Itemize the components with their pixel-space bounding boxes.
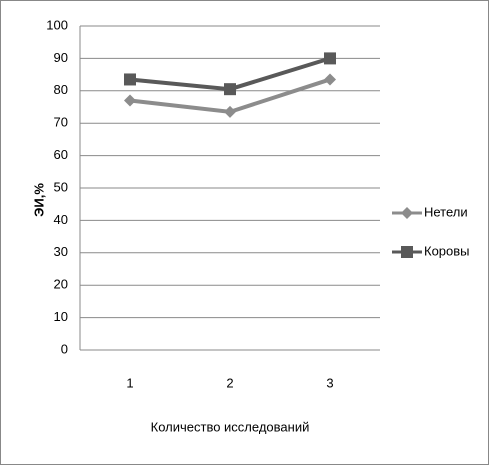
y-tick-label: 90 [54, 50, 68, 65]
marker [224, 83, 236, 96]
legend-label: Нетели [424, 204, 468, 219]
y-tick-label: 20 [54, 277, 68, 292]
marker [224, 105, 236, 118]
x-tick-label: 1 [126, 375, 133, 390]
y-axis-label: ЭИ,% [31, 183, 46, 217]
x-tick-label: 2 [226, 375, 233, 390]
y-tick-label: 0 [61, 341, 68, 356]
y-tick-label: 50 [54, 179, 68, 194]
y-tick-label: 70 [54, 115, 68, 130]
y-tick-label: 40 [54, 212, 68, 227]
legend-label: Коровы [424, 243, 470, 258]
legend-marker [401, 246, 413, 258]
y-tick-label: 30 [54, 244, 68, 259]
y-tick-label: 60 [54, 147, 68, 162]
marker [124, 73, 136, 86]
marker [324, 73, 336, 86]
marker [124, 94, 136, 107]
x-tick-label: 3 [326, 375, 333, 390]
y-tick-label: 100 [46, 17, 68, 32]
legend-marker [401, 207, 413, 219]
y-tick-label: 10 [54, 309, 68, 324]
x-axis-label: Количество исследований [151, 419, 310, 434]
y-tick-label: 80 [54, 82, 68, 97]
marker [324, 52, 336, 65]
